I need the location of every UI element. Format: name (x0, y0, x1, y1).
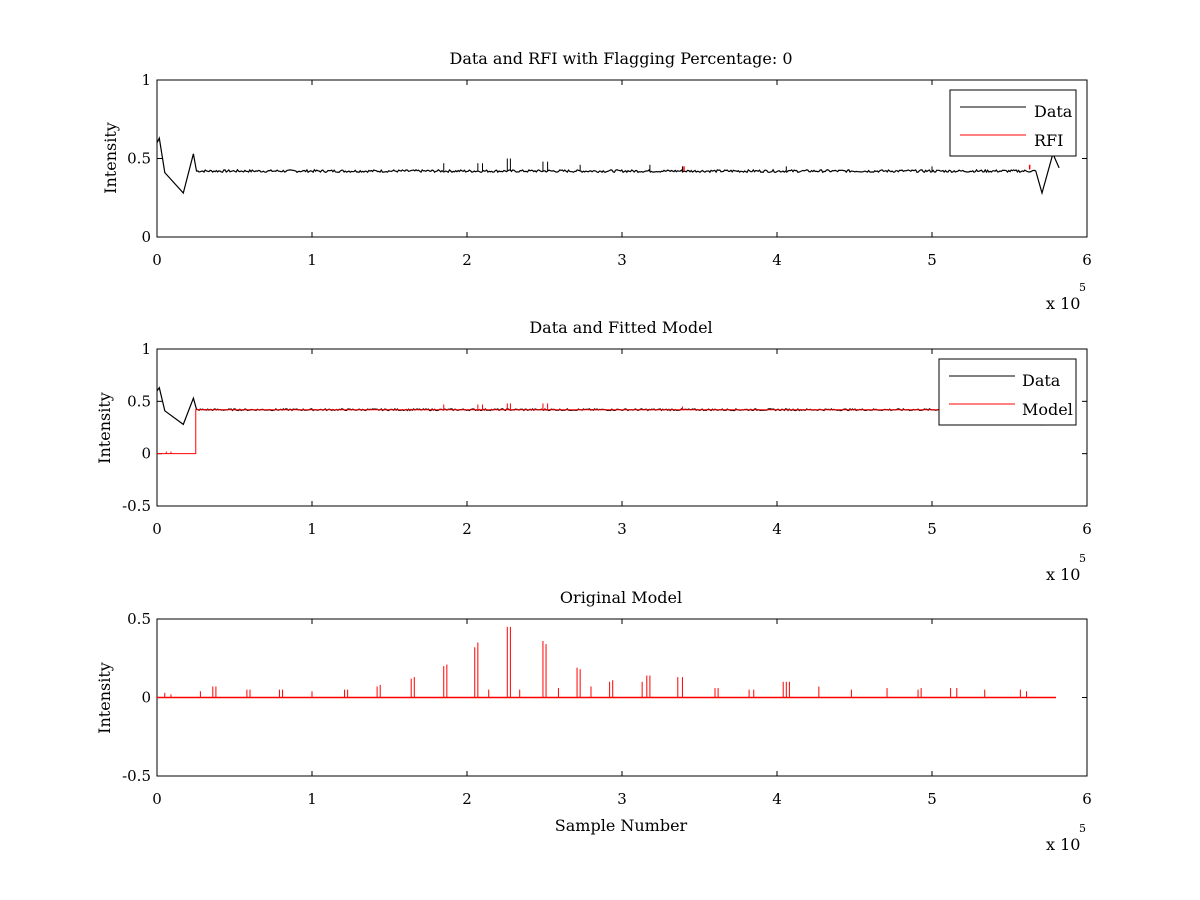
x-ticks: 0 1 2 3 4 5 6 (152, 80, 1092, 269)
x-tick-label: 3 (617, 520, 627, 538)
x-tick-label: 4 (772, 251, 782, 269)
y-tick-label: -0.5 (122, 497, 151, 515)
legend-label-data: Data (1022, 371, 1061, 390)
legend: Data RFI (949, 89, 1077, 157)
x-tick-label: 2 (462, 251, 472, 269)
y-tick-label: 0.5 (127, 392, 151, 410)
x-ticks: 0 1 2 3 4 5 6 (152, 349, 1092, 538)
legend-box (949, 89, 1077, 157)
x-tick-label: 5 (927, 251, 937, 269)
y-tick-label: 1 (141, 71, 151, 89)
y-tick-label: 0 (141, 228, 151, 246)
chart-title: Data and RFI with Flagging Percentage: 0 (449, 49, 792, 68)
y-tick-label: -0.5 (122, 767, 151, 785)
chart-title: Original Model (560, 588, 682, 607)
x-tick-label: 3 (617, 790, 627, 808)
x-tick-label: 2 (462, 520, 472, 538)
plot-frame (156, 79, 1088, 238)
x-multiplier-exponent: 5 (1079, 552, 1086, 565)
y-ticks: -0.5 0 0.5 (122, 610, 1087, 785)
x-axis-label: Sample Number (555, 816, 688, 835)
legend-label-data: Data (1034, 102, 1073, 121)
x-tick-label: 6 (1082, 790, 1092, 808)
y-tick-label: 1 (141, 340, 151, 358)
y-tick-label: 0.5 (127, 150, 151, 168)
legend: Data Model (938, 358, 1077, 426)
x-multiplier-exponent: 5 (1079, 822, 1086, 835)
x-tick-label: 1 (307, 251, 317, 269)
series-layer (156, 136, 1060, 196)
x-ticks: 0 1 2 3 4 5 6 (152, 619, 1092, 808)
panel-data-rfi: Data and RFI with Flagging Percentage: 0… (101, 49, 1092, 313)
x-tick-label: 1 (307, 790, 317, 808)
x-tick-label: 2 (462, 790, 472, 808)
x-tick-label: 4 (772, 790, 782, 808)
y-axis-label: Intensity (101, 122, 120, 194)
x-tick-label: 5 (927, 520, 937, 538)
legend-label-rfi: RFI (1034, 131, 1063, 150)
y-ticks: 00.51 (127, 71, 1087, 246)
x-multiplier: x 10 (1046, 565, 1080, 584)
y-tick-label: 0 (141, 689, 151, 707)
x-tick-label: 3 (617, 251, 627, 269)
x-tick-label: 0 (152, 790, 162, 808)
x-multiplier: x 10 (1046, 294, 1080, 313)
y-ticks: -0.5 0 0.5 1 (122, 340, 1087, 515)
x-tick-label: 4 (772, 520, 782, 538)
series-layer (156, 386, 1060, 455)
x-tick-label: 0 (152, 251, 162, 269)
x-tick-label: 6 (1082, 251, 1092, 269)
series-line-data (156, 136, 1060, 196)
legend-label-model: Model (1022, 400, 1073, 419)
x-tick-label: 6 (1082, 520, 1092, 538)
y-axis-label: Intensity (95, 662, 114, 734)
x-multiplier-exponent: 5 (1079, 281, 1086, 294)
legend-box (938, 358, 1077, 426)
y-tick-label: 0 (141, 445, 151, 463)
series-line-data (156, 386, 1060, 426)
x-tick-label: 0 (152, 520, 162, 538)
y-axis-label: Intensity (95, 392, 114, 464)
series-layer (157, 626, 1056, 699)
series-line-model (157, 409, 1060, 455)
x-tick-label: 5 (927, 790, 937, 808)
chart-title: Data and Fitted Model (529, 318, 712, 337)
x-tick-label: 1 (307, 520, 317, 538)
x-multiplier: x 10 (1046, 835, 1080, 854)
y-tick-label: 0.5 (127, 610, 151, 628)
